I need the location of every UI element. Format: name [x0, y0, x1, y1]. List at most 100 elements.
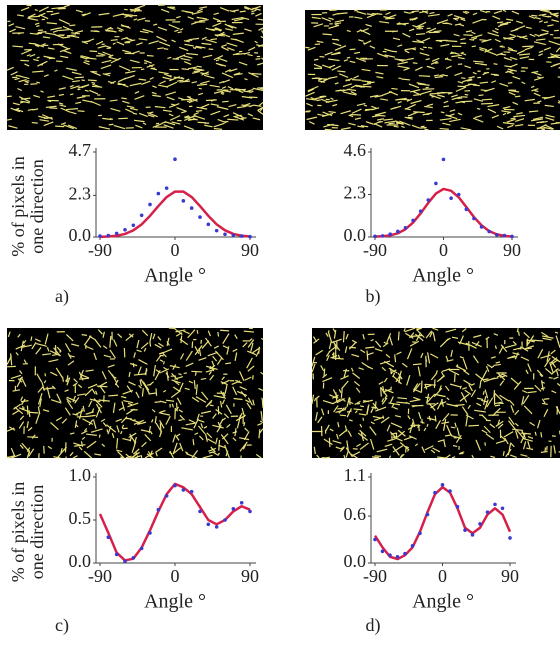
- fiber: [172, 434, 177, 443]
- fiber: [359, 442, 369, 450]
- fiber: [138, 38, 148, 41]
- fiber: [359, 29, 371, 36]
- fiber: [328, 24, 340, 30]
- fiber: [307, 88, 315, 93]
- fiber: [403, 67, 410, 71]
- fiber: [98, 126, 111, 130]
- fiber: [487, 32, 500, 37]
- fiber: [464, 10, 470, 14]
- fiber: [130, 451, 140, 459]
- fiber: [107, 364, 115, 368]
- fiber: [493, 333, 499, 336]
- fiber: [419, 10, 429, 14]
- fiber: [227, 118, 239, 121]
- fiber: [328, 340, 332, 350]
- fiber: [91, 408, 95, 413]
- fiber: [129, 362, 138, 367]
- fiber: [54, 345, 57, 355]
- caption: c): [55, 615, 69, 636]
- fiber: [247, 113, 254, 117]
- fiber: [539, 373, 543, 378]
- fiber: [252, 87, 264, 92]
- fiber: [12, 409, 20, 415]
- data-point: [148, 531, 152, 535]
- data-point: [248, 509, 252, 514]
- fiber: [20, 6, 30, 12]
- fiber: [396, 351, 402, 355]
- fiber: [479, 81, 489, 84]
- fiber: [222, 333, 230, 345]
- fiber: [457, 97, 463, 100]
- fiber: [166, 96, 175, 101]
- fiber: [37, 60, 48, 67]
- fiber: [222, 89, 232, 93]
- y-tick-label: 2.3: [344, 183, 367, 203]
- fiber: [339, 414, 347, 417]
- fiber: [176, 79, 184, 82]
- fiber: [540, 354, 551, 359]
- fiber: [130, 107, 138, 111]
- fiber: [341, 380, 349, 390]
- fiber: [497, 419, 501, 426]
- fiber: [222, 391, 226, 397]
- fiber: [201, 340, 210, 349]
- x-tick-label: -90: [88, 566, 112, 586]
- data-point: [502, 233, 507, 238]
- fiber: [520, 356, 530, 362]
- x-tick-label: 90: [503, 240, 521, 260]
- fiber: [84, 60, 90, 63]
- fiber: [534, 76, 544, 81]
- fiber: [334, 19, 345, 23]
- fiber: [555, 47, 560, 53]
- fiber: [118, 77, 127, 83]
- data-point: [403, 225, 408, 230]
- fiber: [236, 390, 248, 397]
- fiber: [463, 370, 470, 376]
- fiber: [440, 43, 450, 47]
- fiber: [175, 402, 178, 412]
- fiber: [502, 112, 507, 116]
- fiber: [205, 401, 213, 408]
- fiber: [124, 70, 136, 74]
- fiber: [146, 54, 154, 57]
- fiber: [112, 402, 116, 414]
- fiber: [365, 23, 372, 27]
- fiber: [185, 451, 189, 455]
- data-point: [223, 232, 227, 237]
- data-point: [106, 535, 111, 539]
- fiber: [217, 331, 220, 337]
- data-point: [487, 229, 491, 234]
- fiber-image: [6, 4, 264, 131]
- fiber: [313, 63, 323, 68]
- fiber: [322, 377, 333, 383]
- data-point: [114, 231, 119, 236]
- fiber: [29, 53, 36, 58]
- fiber: [175, 332, 183, 337]
- fiber: [78, 446, 83, 451]
- fiber: [72, 382, 78, 387]
- fiber: [66, 400, 74, 410]
- fiber: [132, 50, 140, 54]
- fiber: [389, 396, 394, 404]
- fiber: [432, 327, 439, 331]
- data-point: [434, 181, 438, 186]
- fiber: [78, 371, 84, 381]
- fiber: [222, 100, 229, 103]
- fiber: [478, 414, 483, 417]
- fiber: [455, 434, 462, 444]
- fiber: [514, 95, 521, 98]
- fiber: [19, 444, 24, 449]
- fiber: [141, 80, 151, 85]
- fiber: [510, 454, 517, 458]
- fiber: [183, 55, 193, 59]
- data-point: [239, 234, 244, 238]
- fiber: [129, 59, 140, 64]
- fiber: [388, 122, 395, 125]
- fiber: [215, 408, 223, 415]
- fiber: [354, 16, 363, 20]
- fiber: [146, 63, 155, 68]
- fiber: [411, 47, 416, 51]
- fiber: [472, 71, 477, 75]
- fiber: [238, 61, 248, 66]
- data-point: [494, 232, 499, 237]
